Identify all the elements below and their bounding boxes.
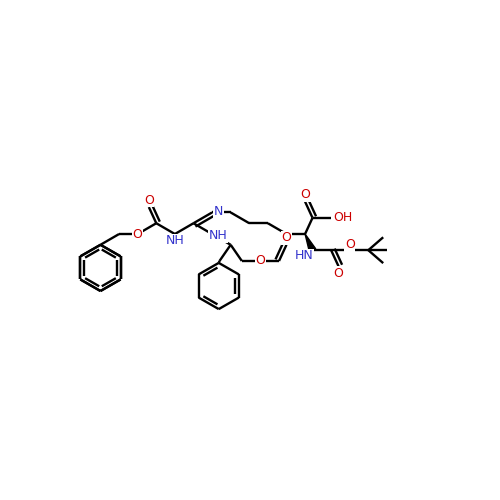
Text: O: O	[282, 232, 292, 244]
Text: O: O	[345, 238, 354, 251]
Text: O: O	[300, 188, 310, 201]
Text: OH: OH	[333, 212, 352, 224]
Polygon shape	[305, 234, 316, 252]
Text: HN: HN	[294, 250, 314, 262]
Text: N: N	[214, 205, 223, 218]
Text: O: O	[144, 194, 154, 206]
Text: O: O	[132, 228, 142, 240]
Text: O: O	[334, 267, 344, 280]
Text: O: O	[256, 254, 266, 268]
Text: NH: NH	[166, 234, 184, 248]
Text: NH: NH	[209, 230, 228, 242]
